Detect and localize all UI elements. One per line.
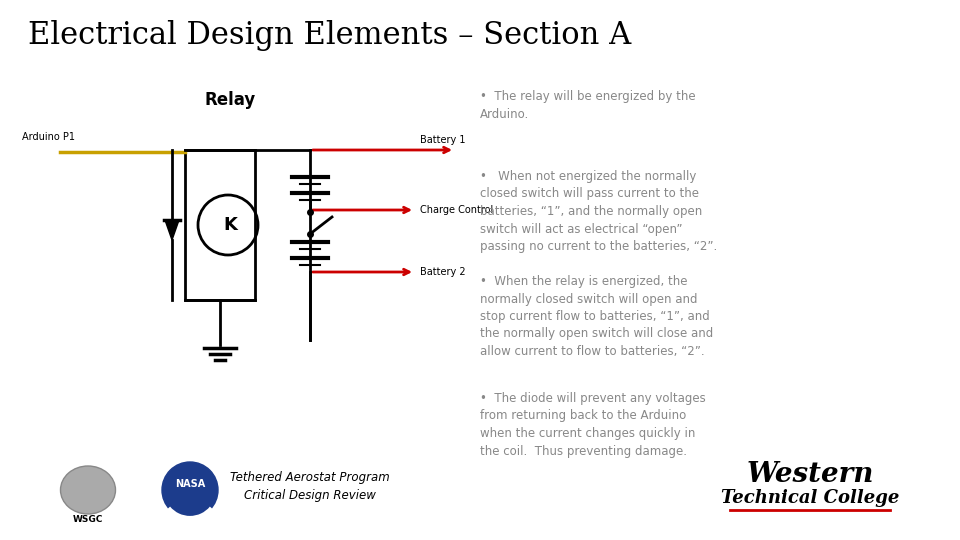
Text: Electrical Design Elements – Section A: Electrical Design Elements – Section A xyxy=(28,20,632,51)
Text: Battery 1: Battery 1 xyxy=(420,135,466,145)
Text: •   When not energized the normally
closed switch will pass current to the
batte: • When not energized the normally closed… xyxy=(480,170,717,253)
Text: Battery 2: Battery 2 xyxy=(420,267,466,277)
Text: WSGC: WSGC xyxy=(73,516,103,524)
Polygon shape xyxy=(165,220,179,240)
Text: •  The relay will be energized by the
Arduino.: • The relay will be energized by the Ard… xyxy=(480,90,696,120)
Ellipse shape xyxy=(60,466,115,514)
Text: Tethered Aerostat Program: Tethered Aerostat Program xyxy=(230,471,390,484)
Text: Western: Western xyxy=(746,461,874,488)
Text: K: K xyxy=(223,216,237,234)
Text: •  The diode will prevent any voltages
from returning back to the Arduino
when t: • The diode will prevent any voltages fr… xyxy=(480,392,706,457)
Text: Critical Design Review: Critical Design Review xyxy=(244,489,376,503)
Bar xyxy=(185,150,255,300)
Text: Charge Control: Charge Control xyxy=(420,205,493,215)
Text: Arduino P1: Arduino P1 xyxy=(22,132,75,142)
Text: NASA: NASA xyxy=(175,479,205,489)
Circle shape xyxy=(162,462,218,518)
Text: •  When the relay is energized, the
normally closed switch will open and
stop cu: • When the relay is energized, the norma… xyxy=(480,275,713,358)
Text: Technical College: Technical College xyxy=(721,489,900,507)
Text: Relay: Relay xyxy=(204,91,255,109)
